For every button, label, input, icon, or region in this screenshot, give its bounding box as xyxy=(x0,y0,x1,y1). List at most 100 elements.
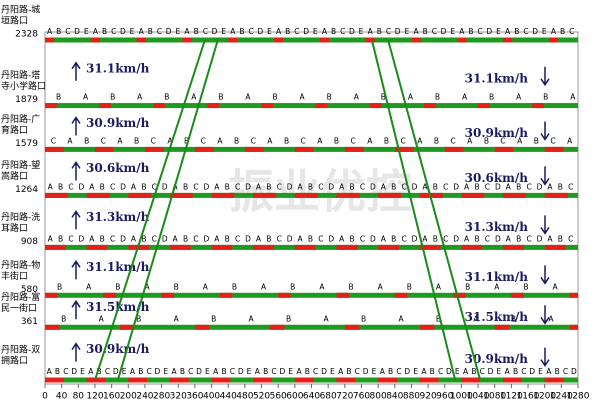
phase-label: D xyxy=(79,234,85,243)
intersection-name: 拥路口 xyxy=(1,355,28,367)
phase-label: C xyxy=(402,234,407,243)
phase-label: E xyxy=(313,27,318,36)
red-signal xyxy=(544,244,566,250)
phase-label: B xyxy=(58,182,63,191)
phase-label: B xyxy=(234,136,239,145)
red-signal xyxy=(569,292,578,298)
phase-label: C xyxy=(157,27,162,36)
phase-label: D xyxy=(120,27,126,36)
distance-label: 1264 xyxy=(15,185,38,195)
phase-label: A xyxy=(368,27,374,36)
phase-label: B xyxy=(61,314,66,323)
red-signal xyxy=(211,192,235,198)
phase-label: B xyxy=(489,93,494,102)
phase-label: D xyxy=(571,367,577,376)
phase-label: B xyxy=(180,367,185,376)
phase-label: C xyxy=(65,27,70,36)
x-tick-label: 0 xyxy=(42,392,48,402)
phase-label: B xyxy=(164,93,169,102)
down-arrow xyxy=(540,166,550,186)
up-arrow xyxy=(71,299,81,320)
phase-label: B xyxy=(511,314,516,323)
phase-label: A xyxy=(381,234,387,243)
red-signal xyxy=(461,244,483,250)
phase-label: C xyxy=(443,182,448,191)
x-tick-label: 720 xyxy=(336,392,353,402)
phase-label: A xyxy=(570,93,576,102)
phase-label: A xyxy=(463,367,469,376)
phase-label: B xyxy=(56,27,61,36)
phase-label: A xyxy=(339,234,345,243)
phase-label: B xyxy=(102,27,107,36)
phase-label: B xyxy=(407,282,412,291)
phase-label: D xyxy=(71,367,77,376)
phase-label: A xyxy=(505,27,511,36)
phase-label: D xyxy=(79,182,85,191)
phase-label: E xyxy=(450,27,455,36)
phase-label: D xyxy=(203,182,209,191)
phase-label: B xyxy=(221,367,226,376)
phase-label: D xyxy=(486,27,492,36)
phase-label: A xyxy=(494,282,500,291)
phase-label: B xyxy=(391,234,396,243)
x-tick-label: 200 xyxy=(120,392,137,402)
phase-label: A xyxy=(86,282,92,291)
phase-label: B xyxy=(465,282,470,291)
phase-label: A xyxy=(459,27,465,36)
phase-label: B xyxy=(286,314,291,323)
down-arrow xyxy=(540,66,550,87)
phase-label: A xyxy=(48,234,54,243)
red-signal xyxy=(544,146,564,152)
phase-label: D xyxy=(412,234,418,243)
phase-label: E xyxy=(542,27,547,36)
red-signal xyxy=(194,324,210,330)
phase-label: C xyxy=(235,182,240,191)
phase-label: C xyxy=(386,27,391,36)
phase-label: D xyxy=(495,182,501,191)
red-signal xyxy=(211,377,231,383)
phase-label: B xyxy=(211,314,216,323)
phase-label: E xyxy=(497,367,502,376)
phase-label: A xyxy=(296,367,302,376)
green-band-line xyxy=(94,39,206,381)
red-signal xyxy=(294,377,314,383)
phase-label: B xyxy=(435,93,440,102)
phase-label: A xyxy=(339,182,345,191)
phase-label: D xyxy=(370,182,376,191)
red-signal xyxy=(45,37,55,43)
red-signal xyxy=(128,192,152,198)
phase-label: B xyxy=(266,182,271,191)
phase-label: A xyxy=(67,136,73,145)
red-signal xyxy=(253,192,277,198)
phase-label: C xyxy=(485,182,490,191)
phase-label: C xyxy=(230,367,235,376)
red-signal xyxy=(503,192,526,198)
phase-label: C xyxy=(351,136,356,145)
phase-label: E xyxy=(221,27,226,36)
phase-label: B xyxy=(134,136,139,145)
phase-label: A xyxy=(300,93,306,102)
phase-label: B xyxy=(218,93,223,102)
phase-label: B xyxy=(430,367,435,376)
x-tick-label: 840 xyxy=(386,392,403,402)
phase-label: A xyxy=(167,136,173,145)
phase-label: B xyxy=(381,93,386,102)
red-signal xyxy=(119,324,135,330)
intersection-name: 丹阳路-双 xyxy=(1,344,40,356)
phase-label: A xyxy=(184,27,190,36)
phase-label: B xyxy=(513,367,518,376)
phase-label: B xyxy=(110,93,115,102)
phase-label: A xyxy=(422,182,428,191)
watermark: 振业优控 xyxy=(228,165,412,219)
phase-label: B xyxy=(434,136,439,145)
phase-label: A xyxy=(319,282,325,291)
phase-label: A xyxy=(413,27,419,36)
red-signal xyxy=(344,146,364,152)
speed-down: 31.3km/h xyxy=(465,220,529,234)
red-signal xyxy=(136,37,146,43)
x-tick-label: 1000 xyxy=(450,392,473,402)
phase-label: B xyxy=(327,93,332,102)
down-arrow xyxy=(540,121,550,141)
